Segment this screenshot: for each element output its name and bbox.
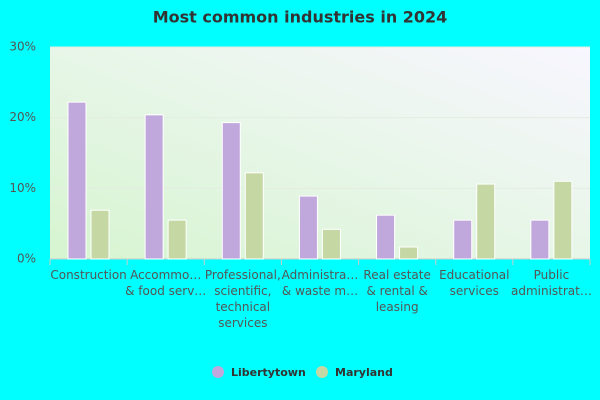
bar <box>453 219 473 260</box>
y-tick-label: 0% <box>17 252 36 266</box>
y-tick-label: 20% <box>9 110 36 124</box>
bar <box>167 219 187 260</box>
y-tick-label: 30% <box>9 40 36 54</box>
bar <box>553 180 573 260</box>
bar <box>530 219 550 260</box>
plot-area <box>50 47 590 259</box>
legend-label: Maryland <box>335 366 393 379</box>
bar <box>244 172 264 260</box>
x-tick-label: Public administrat… <box>511 268 592 298</box>
bar <box>144 114 164 260</box>
bar <box>221 122 241 260</box>
bar <box>399 246 419 260</box>
bar <box>298 195 318 260</box>
y-tick-label: 10% <box>9 181 36 195</box>
bar <box>67 101 87 260</box>
bar <box>90 209 110 260</box>
bar <box>376 214 396 260</box>
x-tick-label: Administra… & waste m… <box>282 268 359 298</box>
legend-swatch <box>316 366 328 378</box>
chart-title: Most common industries in 2024 <box>153 8 448 27</box>
x-tick-label: Real estate & rental & leasing <box>363 268 430 314</box>
x-tick-label: Construction <box>50 268 126 282</box>
bar <box>476 183 496 260</box>
legend-swatch <box>212 366 224 378</box>
x-tick-label: Professional, scientific, technical service… <box>205 268 281 330</box>
x-tick-label: Educational services <box>439 268 509 298</box>
x-tick-label: Accommo… & food serv… <box>125 268 206 298</box>
bar <box>321 228 341 260</box>
legend-label: Libertytown <box>231 366 306 379</box>
